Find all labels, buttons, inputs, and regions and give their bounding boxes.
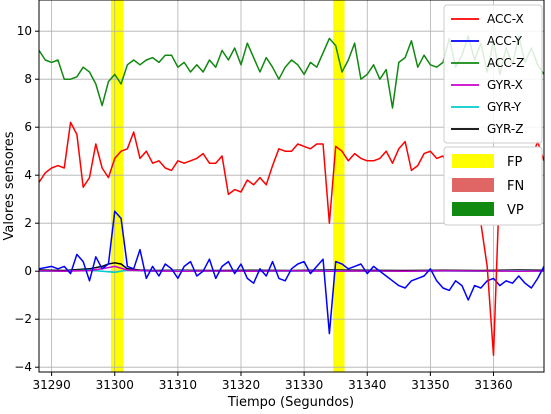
region-swatch-vp bbox=[452, 202, 494, 216]
y-tick-label: −2 bbox=[14, 312, 32, 326]
y-tick-label: 8 bbox=[24, 72, 32, 86]
highlight-band-fp-1 bbox=[333, 0, 345, 372]
region-legend: FP FN VP bbox=[443, 146, 543, 226]
x-tick-label: 31320 bbox=[222, 378, 260, 392]
legend-label-acc-x: ACC-X bbox=[487, 12, 524, 26]
plot-frame bbox=[38, 0, 545, 373]
x-axis-label: Tiempo (Segundos) bbox=[227, 395, 354, 410]
legend-label-gyr-x: GYR-X bbox=[487, 78, 523, 92]
series-line-gyr-x bbox=[38, 265, 545, 272]
series-line-acc-y bbox=[38, 210, 545, 335]
x-tick-label: 31310 bbox=[159, 378, 197, 392]
x-tick-label: 31330 bbox=[285, 378, 323, 392]
x-tick-label: 31360 bbox=[474, 378, 512, 392]
x-tick-label: 31290 bbox=[33, 378, 71, 392]
y-axis-label: Valores sensores bbox=[2, 131, 17, 240]
region-label-vp: VP bbox=[507, 203, 524, 218]
legend-label-gyr-y: GYR-Y bbox=[487, 100, 522, 114]
y-axis-ticks: −4 −2 0 2 4 6 8 10 bbox=[14, 24, 39, 374]
region-swatch-fn bbox=[452, 178, 494, 192]
highlight-band-fp-0 bbox=[110, 0, 124, 372]
highlight-bands bbox=[110, 0, 345, 372]
series-legend-box bbox=[443, 4, 543, 144]
x-tick-label: 31300 bbox=[96, 378, 134, 392]
y-tick-label: 0 bbox=[24, 264, 32, 278]
legend-label-gyr-z: GYR-Z bbox=[487, 122, 523, 136]
region-label-fp: FP bbox=[507, 155, 522, 170]
y-tick-label: 10 bbox=[17, 24, 32, 38]
y-tick-label: 6 bbox=[24, 120, 32, 134]
y-tick-label: 4 bbox=[24, 168, 32, 182]
legend-label-acc-z: ACC-Z bbox=[487, 56, 524, 70]
x-tick-label: 31350 bbox=[411, 378, 449, 392]
legend-label-acc-y: ACC-Y bbox=[487, 34, 523, 48]
region-swatch-fp bbox=[452, 154, 494, 168]
y-tick-label: −4 bbox=[14, 360, 32, 374]
x-tick-label: 31340 bbox=[348, 378, 386, 392]
series-legend: ACC-X ACC-Y ACC-Z GYR-X GYR-Y GYR-Z bbox=[443, 4, 543, 144]
y-tick-label: 2 bbox=[24, 216, 32, 230]
region-label-fn: FN bbox=[507, 179, 524, 194]
x-axis-ticks: 31290 31300 31310 31320 31330 31340 31350 31360 bbox=[33, 372, 513, 392]
